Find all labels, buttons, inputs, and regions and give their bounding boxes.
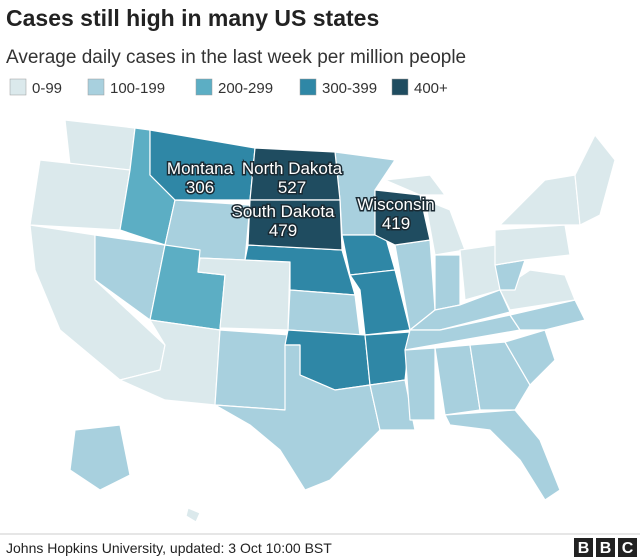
logo-letter: B bbox=[600, 540, 612, 557]
legend-label: 400+ bbox=[414, 80, 448, 97]
legend-label: 0-99 bbox=[32, 80, 62, 97]
state bbox=[469, 341, 531, 411]
state-name: Wisconsin bbox=[357, 195, 434, 214]
title: Cases still high in many US states bbox=[6, 5, 379, 31]
state bbox=[404, 347, 436, 421]
state-value: 479 bbox=[269, 221, 297, 240]
state bbox=[214, 344, 381, 491]
legend-label: 200-299 bbox=[218, 80, 273, 97]
state bbox=[574, 134, 616, 226]
state bbox=[364, 331, 411, 386]
subtitle: Average daily cases in the last week per… bbox=[6, 47, 466, 68]
legend-swatch bbox=[87, 78, 105, 96]
highlighted-state bbox=[247, 199, 343, 251]
state bbox=[434, 254, 461, 311]
state bbox=[494, 224, 571, 266]
logo-letter: C bbox=[622, 540, 634, 557]
highlighted-state bbox=[374, 189, 431, 246]
legend-label: 300-399 bbox=[322, 80, 377, 97]
state bbox=[29, 159, 131, 231]
state-value: 419 bbox=[382, 214, 410, 233]
legend-label: 100-199 bbox=[110, 80, 165, 97]
legend-swatch bbox=[9, 78, 27, 96]
highlighted-state bbox=[149, 129, 256, 201]
legend-swatch bbox=[299, 78, 317, 96]
state-name: North Dakota bbox=[242, 159, 343, 178]
state bbox=[499, 174, 581, 226]
state-name: Montana bbox=[167, 159, 234, 178]
state bbox=[64, 119, 136, 171]
legend: 0-99 100-199 200-299 300-399 400+ bbox=[9, 78, 448, 97]
state bbox=[69, 424, 131, 491]
states bbox=[29, 119, 616, 523]
logo-block bbox=[596, 538, 615, 557]
state bbox=[349, 269, 411, 336]
state bbox=[509, 299, 586, 331]
state bbox=[444, 409, 561, 501]
state bbox=[185, 507, 201, 523]
logo-letter: B bbox=[578, 540, 590, 557]
state bbox=[384, 174, 446, 196]
state-value: 306 bbox=[186, 178, 214, 197]
state bbox=[214, 329, 291, 411]
legend-swatch bbox=[195, 78, 213, 96]
legend-swatch bbox=[391, 78, 409, 96]
state bbox=[369, 379, 416, 431]
state bbox=[287, 289, 361, 336]
state bbox=[504, 329, 556, 386]
state-value: 527 bbox=[278, 178, 306, 197]
source: Johns Hopkins University, updated: 3 Oct… bbox=[6, 540, 332, 556]
logo-block bbox=[618, 538, 637, 557]
state-name: South Dakota bbox=[231, 202, 335, 221]
logo-block bbox=[574, 538, 593, 557]
